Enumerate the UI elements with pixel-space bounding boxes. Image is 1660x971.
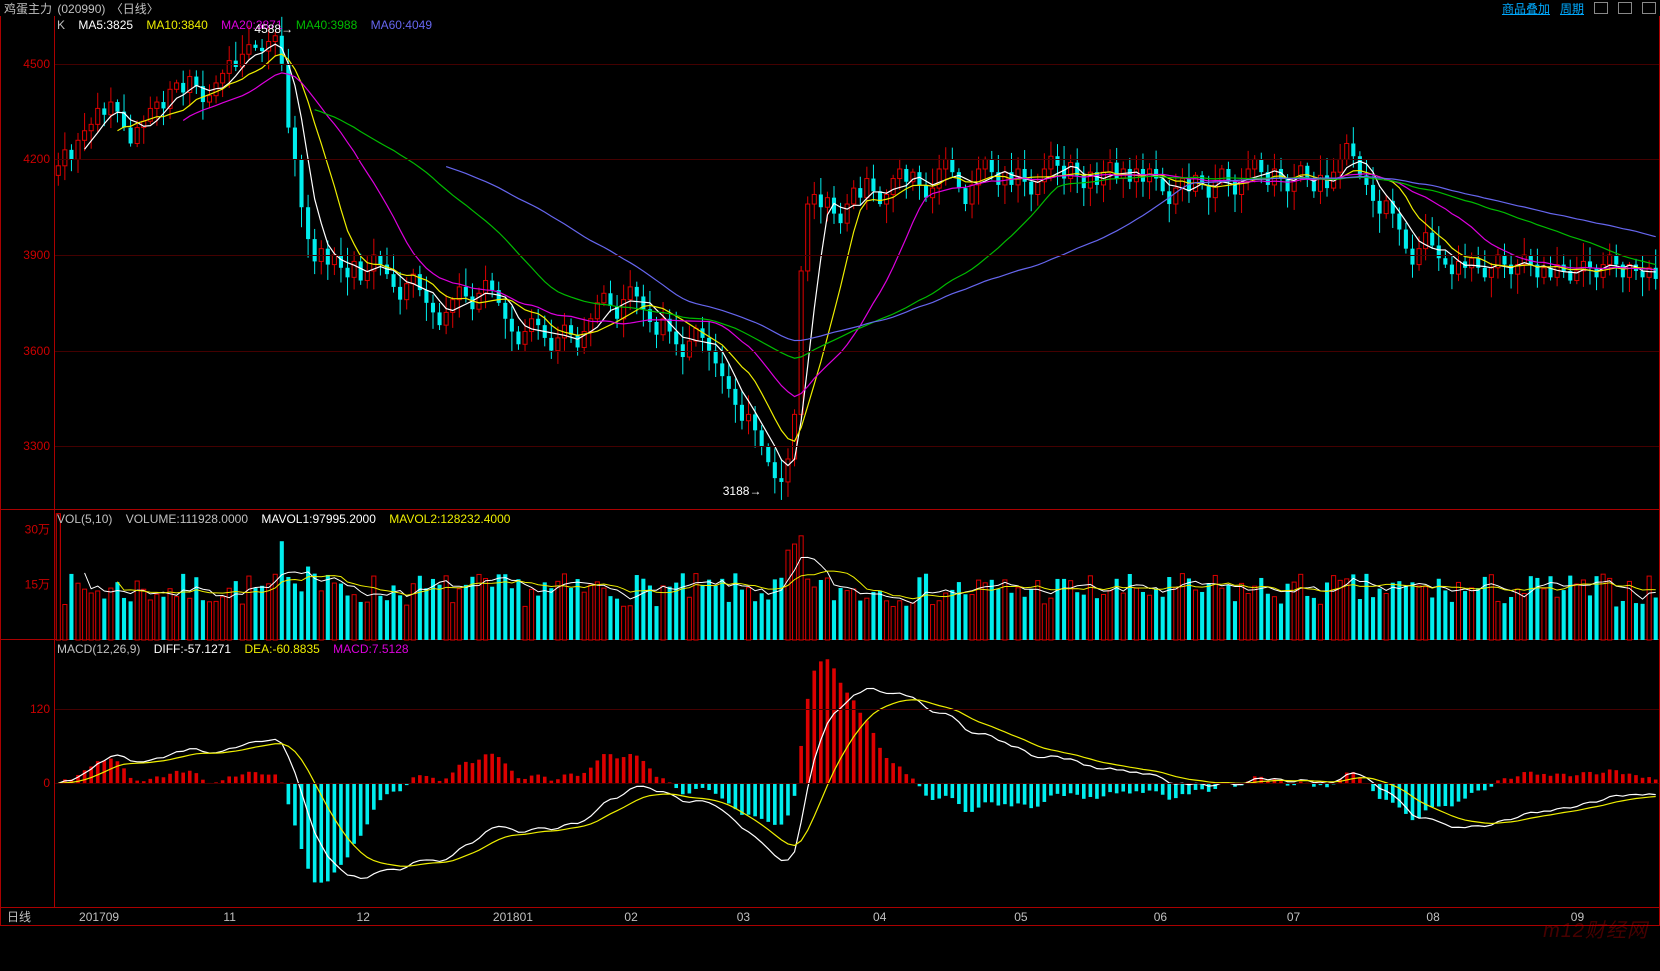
time-tick: 06 (1154, 910, 1167, 924)
timeframe-label: 〈日线〉 (111, 2, 159, 16)
instrument-title: 鸡蛋主力 (4, 2, 52, 16)
time-axis-left: 日线 (7, 908, 31, 925)
time-tick: 12 (357, 910, 370, 924)
legend-ma10: MA10:3840 (146, 18, 207, 32)
time-tick: 201801 (493, 910, 533, 924)
time-tick: 03 (737, 910, 750, 924)
volume-panel[interactable]: VOL(5,10) VOLUME:111928.0000 MAVOL1:9799… (0, 510, 1660, 640)
vol-ytick: 30万 (25, 520, 50, 537)
volume-legend: VOL(5,10) VOLUME:111928.0000 MAVOL1:9799… (57, 512, 520, 526)
macd-legend: MACD(12,26,9) DIFF:-57.1271 DEA:-60.8835… (57, 642, 419, 656)
vol-ytick: 15万 (25, 576, 50, 593)
macd-leg-a: MACD(12,26,9) (57, 642, 140, 656)
macd-ytick: 120 (30, 702, 50, 716)
title-bar: 鸡蛋主力 (020990) 〈日线〉 商品叠加 周期 (0, 0, 1660, 16)
period-link[interactable]: 周期 (1560, 0, 1584, 17)
price-legend: K MA5:3825 MA10:3840 MA20:3871 MA40:3988… (57, 18, 442, 32)
legend-ma5: MA5:3825 (78, 18, 133, 32)
legend-ma40: MA40:3988 (296, 18, 357, 32)
watermark: m12财经网 (1543, 914, 1648, 943)
macd-leg-b: DIFF:-57.1271 (154, 642, 231, 656)
macd-ytick: 0 (43, 776, 50, 790)
window-icon-1[interactable] (1594, 2, 1608, 14)
macd-leg-c: DEA:-60.8835 (244, 642, 319, 656)
volume-y-axis: 15万 30万 (1, 510, 55, 639)
macd-panel[interactable]: MACD(12,26,9) DIFF:-57.1271 DEA:-60.8835… (0, 640, 1660, 908)
legend-ma60: MA60:4049 (371, 18, 432, 32)
vol-leg-c: MAVOL1:97995.2000 (261, 512, 376, 526)
macd-leg-d: MACD:7.5128 (333, 642, 408, 656)
vol-leg-b: VOLUME:111928.0000 (126, 512, 248, 526)
macd-y-axis: 0 120 (1, 640, 55, 907)
volume-chart-svg (55, 510, 1659, 639)
time-tick: 05 (1014, 910, 1027, 924)
price-ytick: 4200 (23, 152, 50, 166)
time-tick: 02 (624, 910, 637, 924)
instrument-code: (020990) (57, 2, 105, 16)
overlay-link[interactable]: 商品叠加 (1502, 0, 1550, 17)
price-ytick: 3600 (23, 344, 50, 358)
legend-k: K (57, 18, 65, 32)
high-marker: 4588→ (254, 22, 293, 36)
window-icon-2[interactable] (1618, 2, 1632, 14)
macd-chart-svg (55, 640, 1659, 907)
vol-leg-d: MAVOL2:128232.4000 (389, 512, 510, 526)
time-tick: 11 (223, 910, 235, 924)
time-tick: 07 (1287, 910, 1300, 924)
price-chart-svg (55, 16, 1659, 509)
price-ytick: 3900 (23, 248, 50, 262)
time-axis: 日线 20170911122018010203040506070809 (0, 908, 1660, 926)
price-ytick: 4500 (23, 57, 50, 71)
time-tick: 08 (1426, 910, 1439, 924)
vol-leg-a: VOL(5,10) (57, 512, 112, 526)
time-tick: 201709 (79, 910, 119, 924)
price-ytick: 3300 (23, 439, 50, 453)
price-panel[interactable]: K MA5:3825 MA10:3840 MA20:3871 MA40:3988… (0, 16, 1660, 510)
time-tick: 04 (873, 910, 886, 924)
low-marker: 3188→ (723, 484, 762, 498)
price-y-axis: 3300 3600 3900 4200 4500 (1, 16, 55, 509)
window-icon-3[interactable] (1642, 2, 1656, 14)
